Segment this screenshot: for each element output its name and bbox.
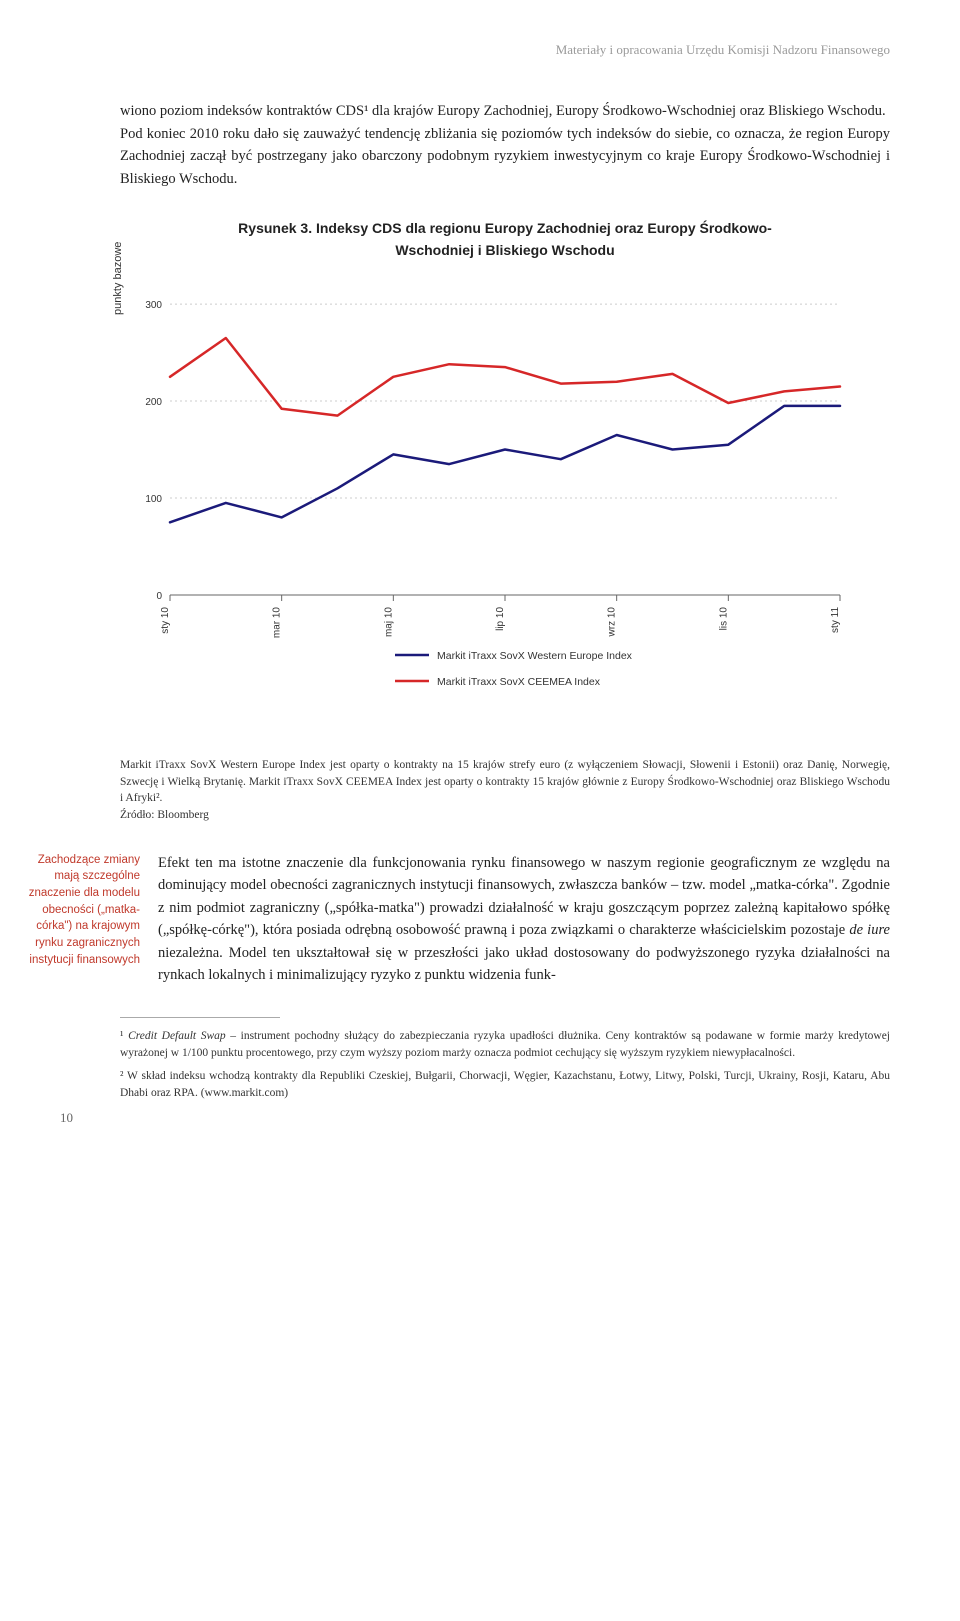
chart-svg: 0 100 200 300 sty 10 mar 10 maj 10 lip 10 wrz 10… [120, 265, 860, 725]
svg-text:wrz 10: wrz 10 [607, 607, 618, 638]
footnote-1: ¹ Credit Default Swap – instrument pocho… [120, 1028, 890, 1063]
svg-text:0: 0 [156, 591, 162, 602]
svg-text:sty 11: sty 11 [830, 607, 841, 633]
svg-text:200: 200 [145, 397, 162, 408]
footnote-2: ² W skład indeksu wchodzą kontrakty dla … [120, 1068, 890, 1103]
chart-footnote: Markit iTraxx SovX Western Europe Index … [120, 757, 890, 824]
page-number: 10 [60, 1108, 73, 1128]
svg-text:Markit iTraxx SovX CEEMEA Inde: Markit iTraxx SovX CEEMEA Index [437, 676, 601, 688]
svg-text:Markit iTraxx SovX Western Eur: Markit iTraxx SovX Western Europe Index [437, 650, 633, 662]
running-header: Materiały i opracowania Urzędu Komisji N… [120, 40, 890, 60]
svg-text:100: 100 [145, 494, 162, 505]
svg-text:300: 300 [145, 300, 162, 311]
svg-text:lis 10: lis 10 [718, 607, 729, 631]
svg-text:mar 10: mar 10 [272, 607, 283, 639]
svg-text:maj 10: maj 10 [383, 607, 394, 637]
main-paragraph: Efekt ten ma istotne znaczenie dla funkc… [158, 852, 890, 987]
svg-text:lip 10: lip 10 [495, 607, 506, 631]
chart-title-line1: Rysunek 3. Indeksy CDS dla regionu Europ… [238, 220, 772, 236]
intro-p2-text: Pod koniec 2010 roku dało się zauważyć t… [120, 126, 890, 187]
svg-text:sty 10: sty 10 [160, 607, 171, 634]
chart-note-source: Źródło: Bloomberg [120, 809, 209, 821]
margin-note: Zachodzące zmiany mają szczególne znacze… [10, 852, 140, 987]
chart-note-text: Markit iTraxx SovX Western Europe Index … [120, 759, 890, 804]
intro-paragraph-1: wiono poziom indeksów kontraktów CDS¹ dl… [120, 100, 890, 190]
line-chart: punkty bazowe 0100200300sty 10mar 10maj … [120, 265, 890, 733]
chart-ylabel: punkty bazowe [110, 242, 127, 315]
intro-p1-text: wiono poziom indeksów kontraktów CDS¹ dl… [120, 103, 886, 119]
chart-title-line2: Wschodniej i Bliskiego Wschodu [120, 240, 890, 262]
chart-title: Rysunek 3. Indeksy CDS dla regionu Europ… [120, 218, 890, 261]
footnote-separator [120, 1017, 280, 1018]
